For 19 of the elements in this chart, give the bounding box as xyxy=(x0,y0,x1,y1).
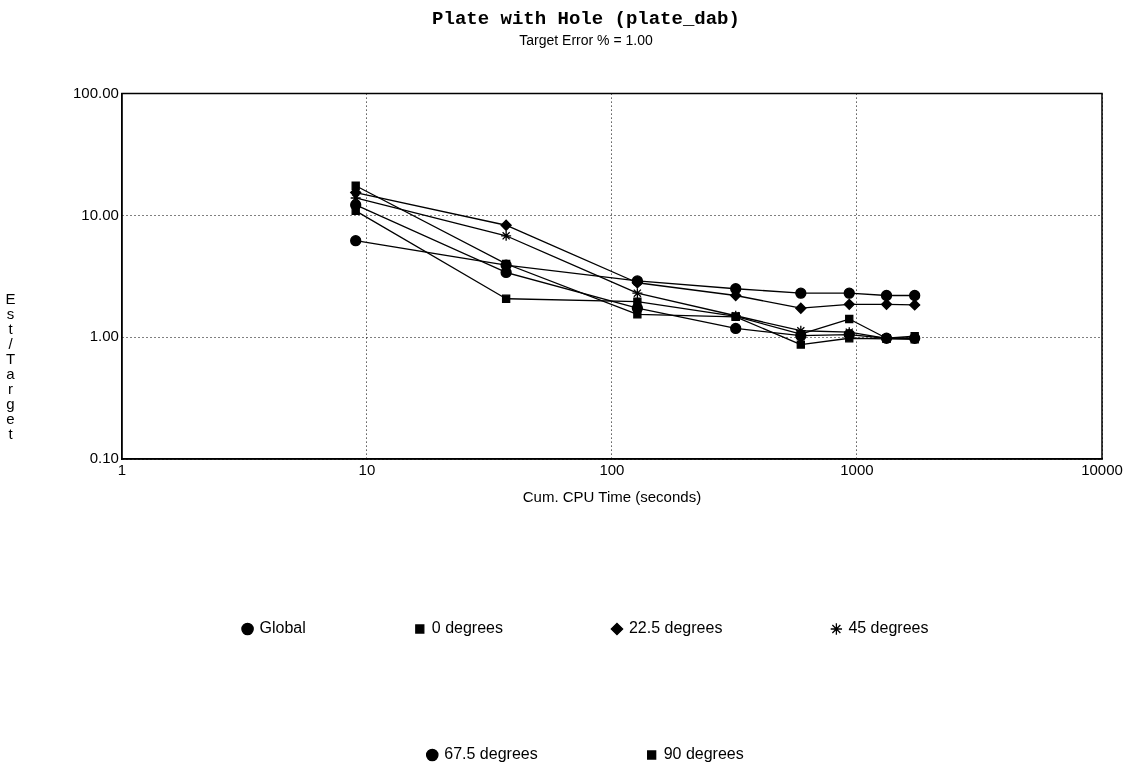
chart-title: Plate with Hole (plate_dab) xyxy=(432,8,740,31)
legend-label: 90 degrees xyxy=(663,745,744,763)
x-axis-title: Cum. CPU Time (seconds) xyxy=(522,488,702,506)
x-tick-label: 100 xyxy=(599,461,625,479)
y-tick-label: 0.10 xyxy=(89,449,119,467)
y-tick-label: 10.00 xyxy=(81,205,119,223)
x-tick-label: 1000 xyxy=(840,461,874,479)
legend-label: 45 degrees xyxy=(848,619,929,637)
legend-label: 67.5 degrees xyxy=(444,745,538,763)
chart-subtitle: Target Error % = 1.00 xyxy=(519,32,653,49)
x-tick-label: 1 xyxy=(117,461,127,479)
legend-label: 22.5 degrees xyxy=(628,619,723,637)
legend-label: Global xyxy=(259,619,306,637)
y-axis-title: Est/Target xyxy=(2,290,19,440)
x-tick-label: 10000 xyxy=(1081,461,1123,479)
x-tick-label: 10 xyxy=(358,461,376,479)
legend-label: 0 degrees xyxy=(431,619,503,637)
y-tick-label: 100.00 xyxy=(72,83,119,101)
y-tick-label: 1.00 xyxy=(89,327,119,345)
